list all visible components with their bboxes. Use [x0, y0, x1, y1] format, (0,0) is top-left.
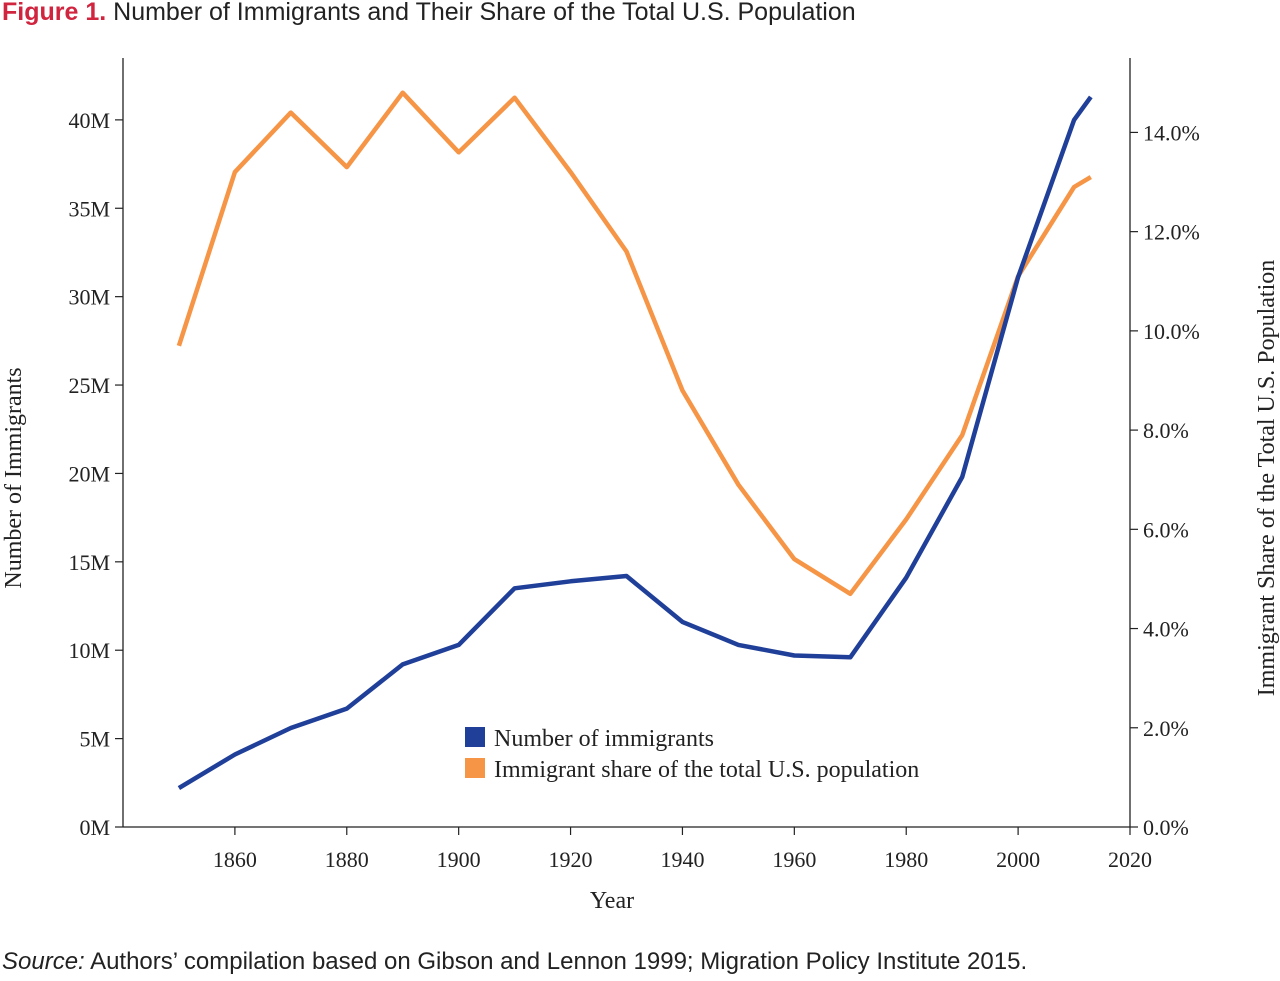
x-axis-label: Year	[590, 888, 634, 914]
x-tick-label: 1980	[884, 847, 928, 872]
figure-title: Figure 1. Number of Immigrants and Their…	[2, 0, 856, 27]
y-left-tick-label: 10M	[68, 638, 110, 663]
figure-title-text: Number of Immigrants and Their Share of …	[113, 0, 856, 26]
series-lines	[176, 90, 1093, 791]
y-left-tick-label: 20M	[68, 461, 110, 486]
legend: Number of immigrants Immigrant share of t…	[465, 726, 919, 783]
x-tick-label: 1960	[772, 847, 816, 872]
y-left-tick-label: 0M	[79, 815, 110, 840]
y-right-tick-label: 0.0%	[1143, 815, 1189, 840]
y-left-tick-label: 35M	[68, 196, 110, 221]
legend-swatch	[465, 727, 485, 747]
figure-label: Figure 1.	[2, 0, 107, 26]
x-tick-label: 1940	[660, 847, 704, 872]
y-left-tick-label: 15M	[68, 550, 110, 575]
legend-swatch	[465, 758, 485, 778]
y-left-tick-label: 40M	[68, 108, 110, 133]
y-right-tick-label: 12.0%	[1143, 220, 1200, 245]
y-right-tick-label: 14.0%	[1143, 120, 1200, 145]
series-line-number-of-immigrants	[177, 95, 1093, 791]
x-tick-label: 1920	[549, 847, 593, 872]
y-left-tick-label: 25M	[68, 373, 110, 398]
y-right-tick-label: 10.0%	[1143, 319, 1200, 344]
x-tick-label: 1860	[213, 847, 257, 872]
x-tick-label: 2020	[1108, 847, 1152, 872]
series-line-immigrant-share	[176, 90, 1092, 597]
source-note: Source: Authors’ compilation based on Gi…	[2, 948, 1027, 976]
source-text: Authors’ compilation based on Gibson and…	[90, 948, 1028, 975]
x-tick-label: 1900	[437, 847, 481, 872]
y-left-tick-label: 30M	[68, 285, 110, 310]
x-tick-label: 1880	[325, 847, 369, 872]
axes: 1860 1880 1900 1920 1940 1960 1980 2000 2020 0M 5M…	[68, 58, 1200, 872]
y-right-tick-label: 2.0%	[1143, 716, 1189, 741]
source-label: Source:	[2, 948, 85, 975]
y-right-tick-label: 4.0%	[1143, 617, 1189, 642]
legend-label: Immigrant share of the total U.S. popula…	[494, 757, 919, 783]
y-axis-right-label: Immigrant Share of the Total U.S. Popula…	[1254, 260, 1280, 697]
y-axis-left-label: Number of Immigrants	[1, 367, 27, 588]
y-left-tick-label: 5M	[79, 727, 110, 752]
y-right-tick-label: 8.0%	[1143, 418, 1189, 443]
legend-label: Number of immigrants	[494, 726, 714, 752]
x-tick-label: 2000	[996, 847, 1040, 872]
y-right-tick-label: 6.0%	[1143, 517, 1189, 542]
